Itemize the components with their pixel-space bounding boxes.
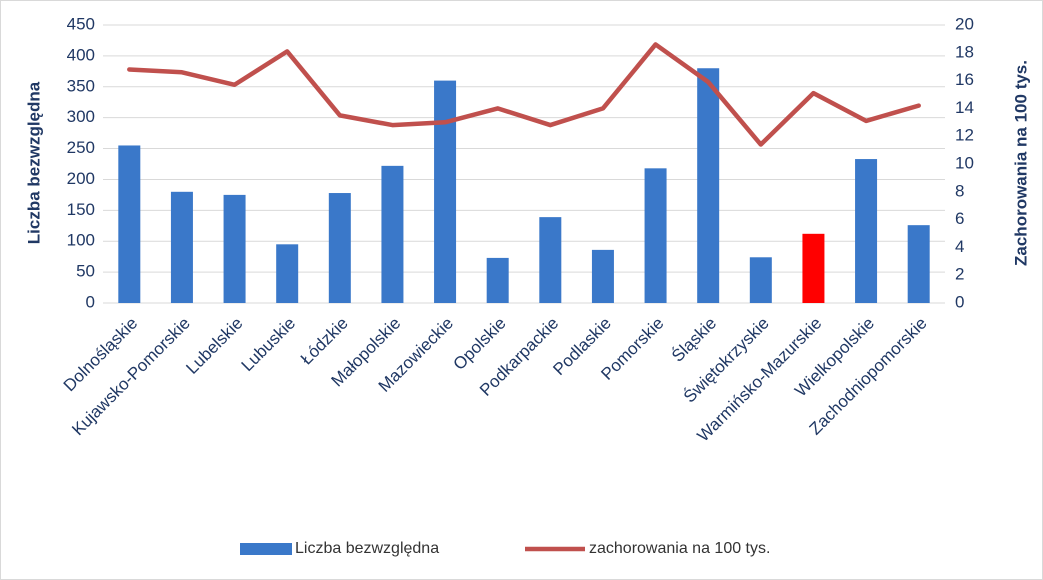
- bar: [328, 193, 351, 303]
- bar: [855, 159, 878, 303]
- y2-tick-label: 2: [955, 265, 964, 284]
- bar: [697, 68, 720, 303]
- y-tick-label: 100: [67, 231, 95, 250]
- y2-tick-label: 8: [955, 181, 964, 200]
- y-tick-label: 200: [67, 169, 95, 188]
- y-tick-label: 350: [67, 76, 95, 95]
- y-tick-label: 400: [67, 45, 95, 64]
- legend-swatch: [240, 543, 292, 555]
- y2-tick-label: 18: [955, 42, 974, 61]
- line: [127, 42, 921, 147]
- y2-tick-label: 20: [955, 14, 974, 33]
- y2-axis-title: Zachorowania na 100 tys.: [1011, 60, 1030, 266]
- y-tick-label: 300: [67, 107, 95, 126]
- bar: [486, 257, 509, 303]
- bar: [170, 191, 193, 303]
- bar: [381, 165, 404, 303]
- bar: [223, 194, 246, 303]
- y-tick-label: 150: [67, 200, 95, 219]
- bar: [907, 225, 930, 303]
- bar: [591, 249, 614, 303]
- bar: [644, 168, 667, 303]
- bar: [434, 80, 457, 303]
- legend-label: zachorowania na 100 tys.: [589, 540, 770, 557]
- y2-tick-label: 4: [955, 237, 964, 256]
- bar: [118, 145, 141, 303]
- y2-tick-label: 10: [955, 153, 974, 172]
- y-axis-title: Liczba bezwzględna: [24, 81, 43, 244]
- y2-tick-label: 14: [955, 98, 974, 117]
- y2-tick-label: 6: [955, 209, 964, 228]
- bar: [276, 244, 299, 303]
- y-tick-label: 250: [67, 138, 95, 157]
- y2-tick-label: 12: [955, 126, 974, 145]
- y2-tick-label: 16: [955, 70, 974, 89]
- y-tick-label: 450: [67, 14, 95, 33]
- y-tick-label: 0: [86, 292, 95, 311]
- bar: [802, 233, 825, 303]
- y2-tick-label: 0: [955, 292, 964, 311]
- bar: [749, 257, 772, 303]
- y-tick-label: 50: [76, 262, 95, 281]
- legend-label: Liczba bezwzględna: [295, 540, 439, 557]
- bar: [539, 217, 562, 303]
